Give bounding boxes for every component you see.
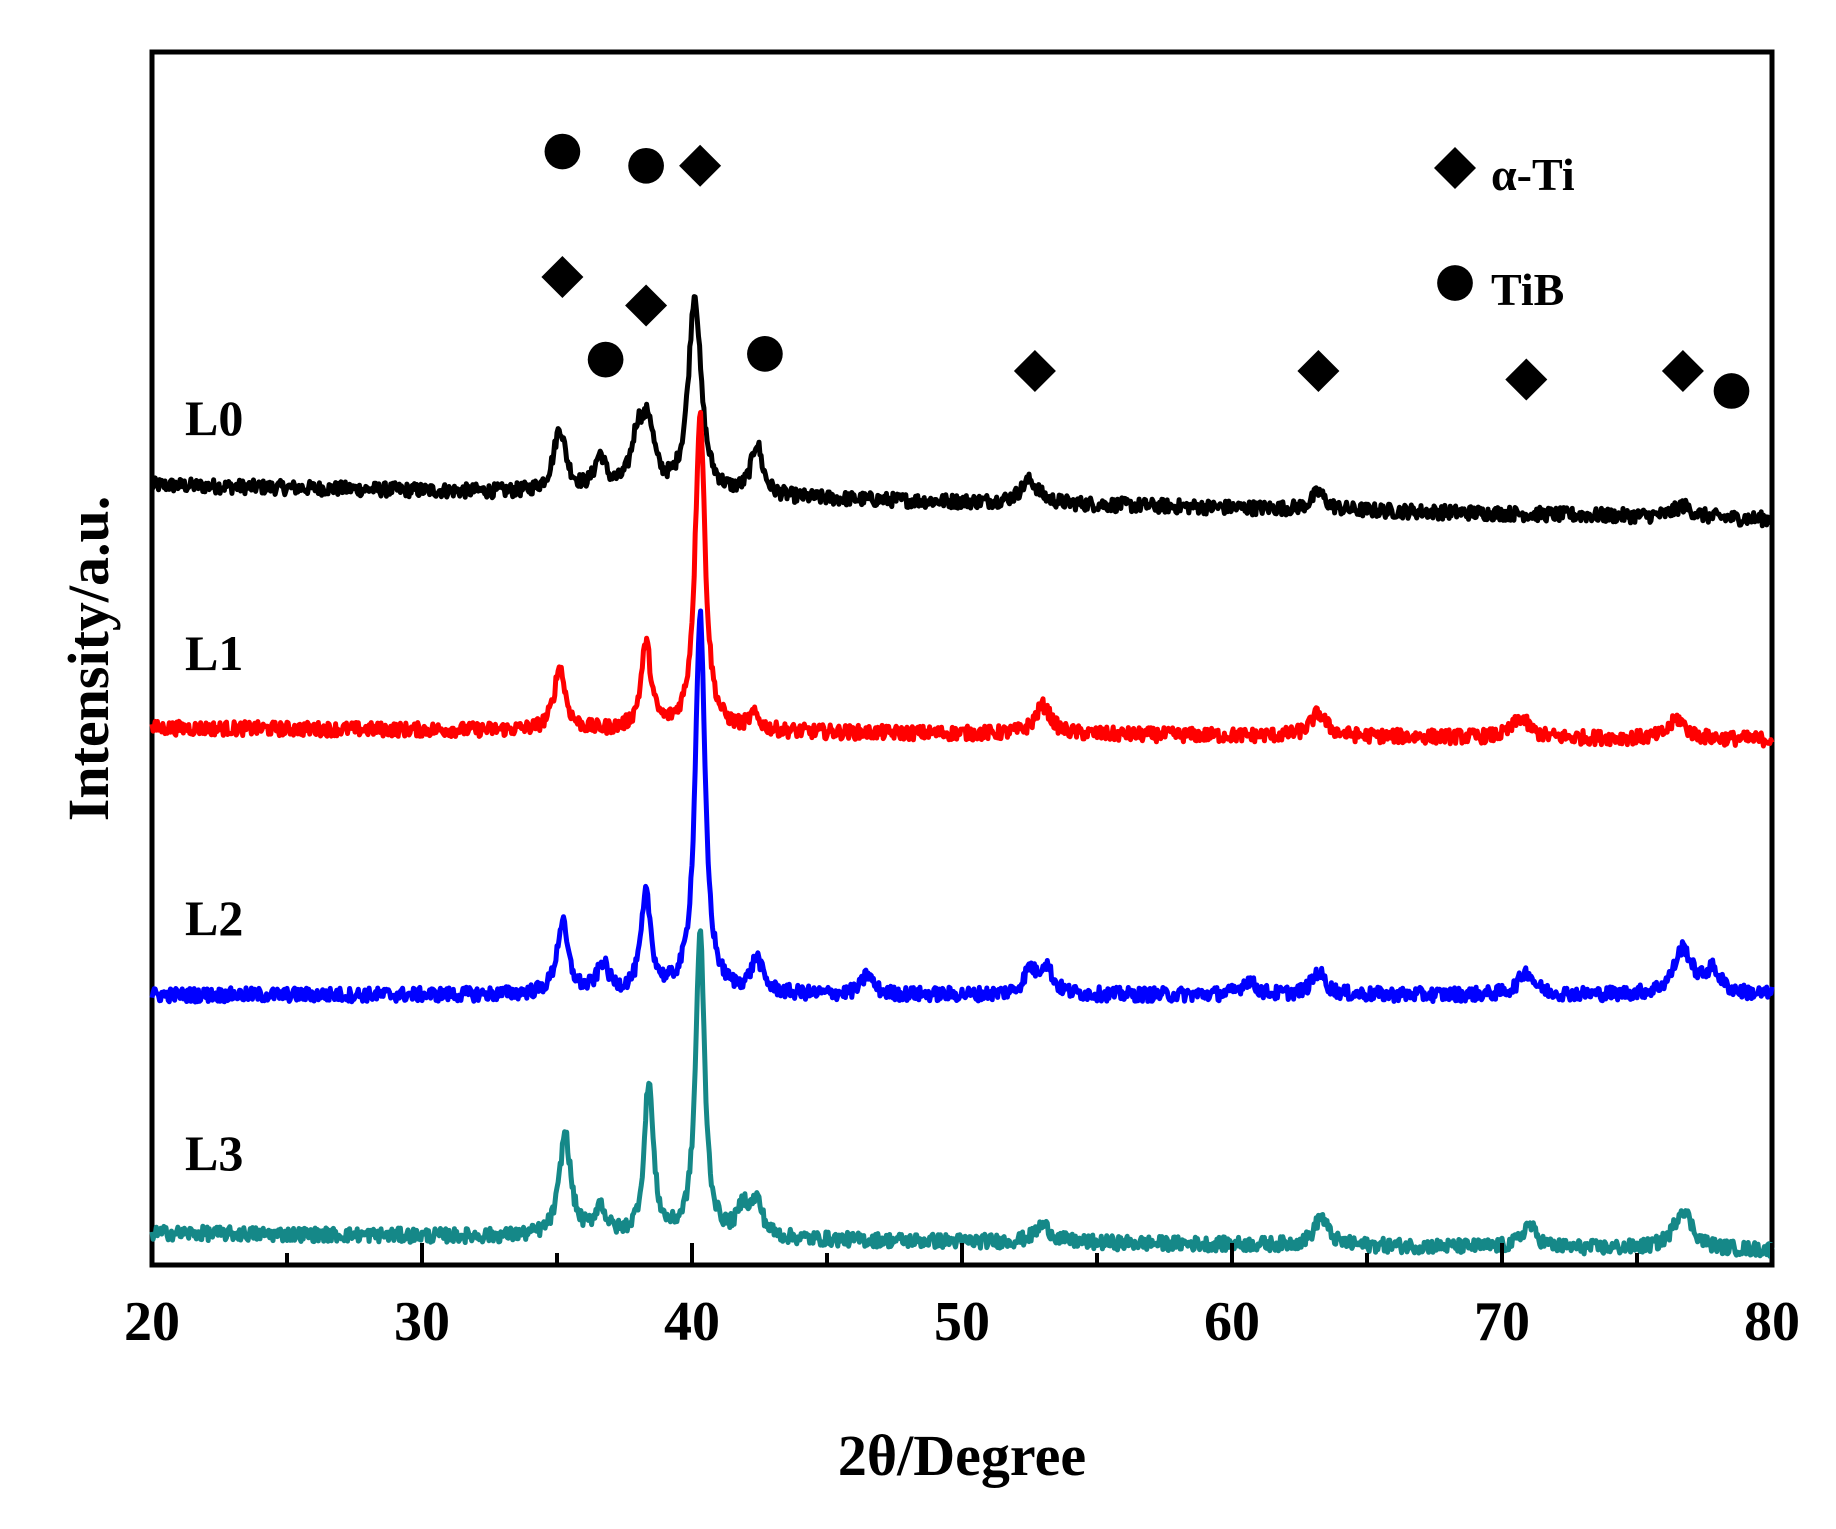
legend-diamond-icon (1434, 147, 1476, 189)
series-line-l1 (149, 409, 1775, 749)
alpha-ti-marker (1013, 350, 1056, 392)
x-tick-label: 70 (1474, 1291, 1530, 1353)
series-label-l1: L1 (185, 625, 243, 681)
phase-markers (541, 133, 1750, 409)
series-line-l0 (149, 294, 1774, 529)
x-tick-label: 40 (664, 1291, 720, 1353)
legend: α-Ti TiB (1434, 147, 1575, 315)
plot-frame (149, 49, 1775, 1268)
alpha-ti-marker (1661, 350, 1704, 392)
alpha-ti-marker (541, 255, 584, 298)
series-traces (149, 294, 1775, 1259)
tib-marker (587, 341, 624, 378)
x-tick-label: 20 (124, 1291, 180, 1353)
tib-marker (544, 133, 581, 170)
x-tick-label: 80 (1744, 1291, 1800, 1353)
alpha-ti-marker (1505, 358, 1548, 401)
x-axis-ticks (150, 1243, 1774, 1265)
series-label-l0: L0 (185, 390, 243, 446)
legend-circle-icon (1437, 265, 1473, 301)
x-tick-label: 60 (1204, 1291, 1260, 1353)
series-label-l2: L2 (185, 890, 243, 946)
series-labels: L0 L1 L2 L3 (185, 390, 243, 1181)
tib-marker (747, 336, 783, 372)
alpha-ti-marker (679, 144, 722, 187)
alpha-ti-marker (625, 284, 668, 327)
x-axis-tick-labels: 20 30 40 50 60 70 80 (124, 1291, 1800, 1353)
legend-label: α-Ti (1491, 149, 1575, 200)
y-axis-title: Intensity/a.u. (56, 496, 121, 822)
tib-marker (628, 147, 664, 184)
tib-marker (1713, 373, 1750, 409)
x-tick-label: 30 (394, 1291, 450, 1353)
x-axis-title: 2θ/Degree (838, 1423, 1086, 1488)
alpha-ti-marker (1297, 350, 1340, 392)
x-tick-label: 50 (934, 1291, 990, 1353)
series-line-l2 (149, 608, 1775, 1005)
series-label-l3: L3 (185, 1125, 243, 1181)
legend-label: TiB (1491, 264, 1564, 315)
